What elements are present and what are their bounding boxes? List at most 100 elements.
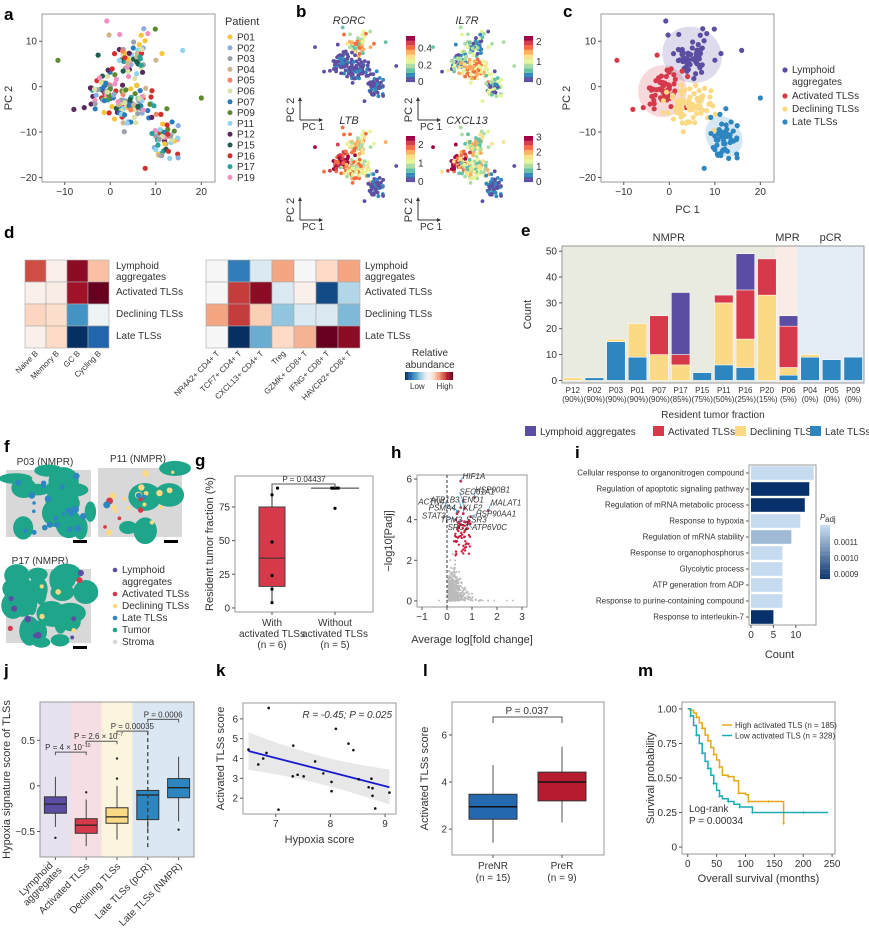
data-point [296, 773, 299, 777]
arrow-heads [416, 197, 441, 222]
colorbar-cell [431, 372, 433, 380]
colorbar-title: abundance [405, 360, 455, 371]
gene-point [454, 590, 457, 593]
data-point [490, 141, 494, 146]
data-point [486, 45, 491, 49]
tls-spot [32, 509, 36, 513]
heatmap-cell [249, 325, 273, 349]
category-label: P01 [630, 386, 645, 395]
gene-point [478, 599, 481, 602]
data-point [368, 189, 373, 194]
heatmap-cell [205, 281, 229, 305]
data-point [247, 748, 250, 751]
data-point [361, 51, 365, 56]
data-point [467, 40, 472, 45]
legend-swatch [653, 426, 664, 436]
gene-point [470, 592, 473, 595]
data-point [347, 65, 351, 70]
tls-spot [28, 491, 36, 499]
category-label: P17 [674, 386, 689, 395]
data-point [359, 160, 364, 165]
category-label: Cellular response to organonitrogen comp… [577, 469, 744, 478]
axis-arrows [417, 98, 440, 121]
row-label: Lymphoid [365, 261, 408, 272]
data-point [328, 68, 332, 73]
gene-point [471, 599, 474, 602]
significant-gene-point [464, 540, 467, 543]
colorbar-high-label: High [437, 382, 453, 391]
colorbar-cell [411, 372, 413, 380]
tls-spot [54, 521, 61, 528]
tls-spot [109, 492, 117, 500]
plot-frame [234, 475, 374, 613]
y-tick-label: 5 [232, 734, 238, 745]
data-point [270, 587, 274, 591]
data-point [460, 132, 464, 137]
plot-frame [451, 701, 605, 856]
data-point [681, 112, 687, 118]
gene-point [471, 596, 474, 599]
colorbar-cell [406, 47, 415, 50]
arrow-heads [298, 197, 323, 222]
colorbar-tick-label: 0.0011 [834, 538, 858, 547]
data-point [124, 64, 130, 70]
gene-point [511, 599, 514, 602]
colorbar-cell [406, 77, 415, 80]
tls-spot [39, 613, 45, 620]
data-point [198, 95, 204, 101]
data-point [98, 79, 104, 86]
plot-frame [600, 13, 775, 183]
correlation-annotation: R = -0.45; P = 0.025 [302, 710, 392, 721]
data-point [480, 59, 485, 64]
axis-arrows [299, 98, 322, 121]
colorbar-cell [406, 63, 415, 66]
gene-label-line [455, 508, 458, 514]
gene-label-line [459, 500, 462, 508]
gene-label: SRC1 [448, 523, 469, 532]
category-label: P04 [803, 386, 818, 395]
significance-bracket [54, 751, 87, 756]
data-point [371, 794, 374, 798]
data-point [696, 88, 702, 94]
data-point [124, 120, 130, 126]
censor-mark: + [782, 821, 786, 828]
data-point [365, 163, 370, 168]
data-point [512, 64, 517, 68]
data-point [357, 778, 361, 781]
bar-segment [778, 325, 799, 368]
gene-label: KLF2 [463, 504, 483, 513]
data-point [364, 131, 368, 136]
data-point [512, 164, 517, 168]
y-tick-label: 6 [441, 730, 447, 741]
data-point [375, 82, 380, 87]
y-axis-label: PC 2 [285, 98, 297, 122]
data-point [345, 74, 349, 79]
data-point [366, 181, 371, 186]
data-point [431, 145, 435, 150]
bar-segment [757, 258, 777, 296]
tls-spot [55, 589, 61, 595]
category-sublabel: (25%) [735, 395, 757, 404]
data-point [122, 54, 128, 61]
category-label: P03 [609, 386, 624, 395]
colorbar-cell [439, 372, 442, 380]
colorbar-cell [408, 372, 410, 380]
significant-gene-point [464, 529, 467, 532]
gene-point [459, 591, 462, 594]
data-point [493, 190, 498, 195]
legend-marker [227, 88, 233, 94]
gene-point [452, 567, 455, 570]
tls-spot [32, 501, 36, 505]
colorbar-cell [820, 565, 830, 569]
data-point [734, 123, 740, 129]
significance-bracket [85, 740, 118, 745]
tls-spot [126, 506, 131, 511]
bar [751, 530, 792, 544]
data-point [335, 142, 340, 147]
category-label: P15 [695, 386, 710, 395]
data-point [379, 80, 383, 85]
y-tick-label: 10 [26, 37, 38, 48]
bar-segment [649, 354, 669, 381]
data-point [92, 101, 98, 107]
outlier-point [85, 791, 88, 794]
